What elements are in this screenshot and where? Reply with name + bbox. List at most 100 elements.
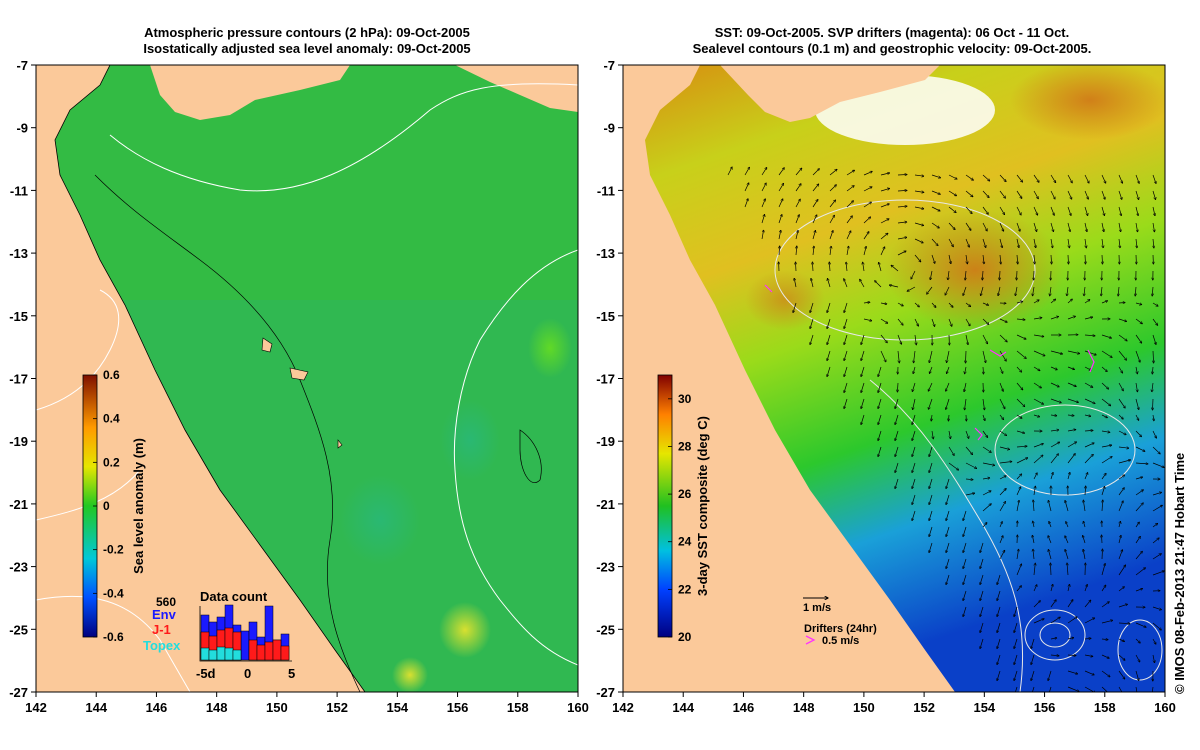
velocity-vector [793,302,797,313]
velocity-vector [897,222,907,223]
left-colorbar-label: Sea level anomaly (m) [131,438,146,574]
velocity-vector [827,350,831,361]
velocity-vector [1118,623,1130,624]
velocity-vector [964,382,967,392]
velocity-vector [1101,445,1112,448]
velocity-vector [999,366,1003,373]
left-lime-anomaly [528,318,572,378]
velocity-vector [1153,398,1154,410]
right-colorbar-ticks: 30 28 26 24 22 20 [668,392,692,644]
velocity-vector [963,510,967,521]
data-count-max-label: 560 [156,595,176,609]
velocity-vector [1119,521,1121,528]
velocity-vector [1084,286,1085,296]
left-cyan-anomaly-2 [440,400,500,480]
velocity-vector [846,246,849,256]
velocity-vector [778,183,784,192]
velocity-vector [999,318,1007,322]
velocity-vector [963,286,967,296]
velocity-vector [965,302,971,307]
velocity-vector [1136,366,1137,374]
velocity-vector [965,238,969,247]
velocity-vector [827,278,831,288]
velocity-vector [946,382,950,391]
velocity-vector [1050,415,1057,416]
velocity-vector [844,302,848,313]
velocity-vector [946,398,950,410]
velocity-vector [1067,655,1076,656]
velocity-vector [948,270,949,280]
velocity-vector [897,334,902,344]
velocity-vector [1016,458,1028,464]
velocity-vector [1118,501,1123,512]
velocity-vector [897,190,907,191]
velocity-vector [861,350,865,361]
velocity-vector [1084,174,1089,183]
velocity-vector [965,222,971,231]
velocity-vector [1050,222,1054,232]
x-tick-label: 154 [386,700,408,715]
velocity-vector [812,184,819,192]
velocity-vector [1083,521,1086,528]
velocity-vector [1084,398,1095,404]
velocity-vector [1135,190,1139,200]
velocity-vector [1014,654,1018,665]
velocity-vector [1016,174,1023,182]
velocity-vector [1101,286,1102,296]
velocity-vector [880,334,887,343]
right-drifter-tracks [764,284,1095,441]
velocity-vector [1152,538,1159,544]
velocity-vector [1016,398,1025,407]
y-tick-label: -25 [596,622,615,637]
velocity-vector [1067,415,1074,416]
velocity-vector [982,398,985,410]
velocity-vector [1048,670,1052,681]
x-tick-label: 142 [612,700,634,715]
y-tick-label: -9 [16,121,28,136]
x-tick-label: 154 [973,700,995,715]
velocity-vector [982,222,987,231]
velocity-vector [1118,382,1123,391]
velocity-vector [946,478,950,489]
velocity-vector [999,190,1006,198]
left-yellow-anomaly-2 [392,657,428,692]
velocity-vector [1031,654,1035,665]
velocity-vector [982,491,991,496]
velocity-vector [946,510,950,521]
velocity-vector [1084,382,1093,387]
velocity-vector [861,398,865,409]
velocity-vector [1118,286,1119,296]
velocity-vector [1084,618,1095,624]
velocity-vector [897,318,903,325]
velocity-vector [1084,300,1090,304]
velocity-vector [1085,254,1086,264]
velocity-vector [897,175,907,176]
velocity-vector [1067,222,1070,232]
velocity-vector [1031,638,1035,649]
velocity-vector [1084,222,1087,232]
x-tick-label: 152 [913,700,935,715]
velocity-vector [929,462,933,473]
velocity-vector [810,318,814,329]
velocity-vector [1118,174,1123,183]
velocity-vector [948,222,955,230]
colorbar-tick-label: 30 [678,392,692,406]
velocity-vector [813,246,814,256]
velocity-vector [948,206,956,213]
velocity-vector [1050,190,1055,199]
velocity-vector [931,318,935,327]
velocity-vector [945,286,950,295]
velocity-vector [913,366,916,374]
velocity-vector [1084,654,1093,657]
velocity-vector [1067,600,1073,608]
x-tick-label: 158 [507,700,529,715]
left-title-line2: Isostatically adjusted sea level anomaly… [143,41,471,56]
velocity-vector [1135,446,1145,451]
drifter-scale-arrow [805,635,816,645]
velocity-vector [1066,522,1069,528]
velocity-vector [963,526,967,537]
velocity-vector [1067,190,1072,199]
velocity-vector [1033,318,1042,319]
velocity-vector [997,638,1001,649]
